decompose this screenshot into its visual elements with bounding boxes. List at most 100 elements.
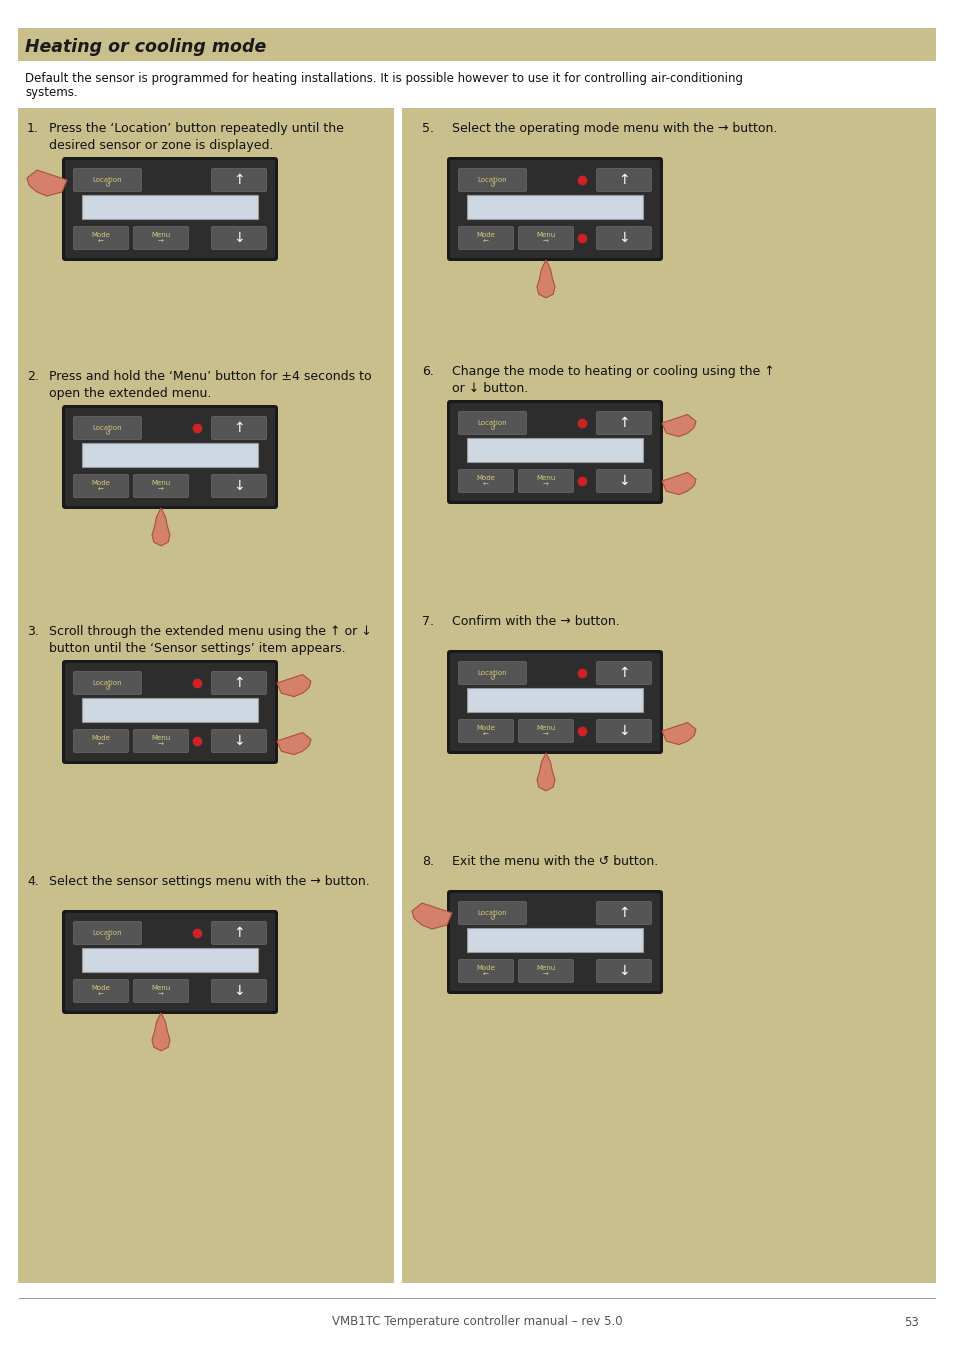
Text: 1.: 1. bbox=[27, 122, 39, 135]
Text: Mode: Mode bbox=[91, 480, 111, 486]
FancyBboxPatch shape bbox=[212, 671, 266, 694]
Text: Location: Location bbox=[477, 670, 507, 676]
Text: →: → bbox=[542, 732, 548, 738]
Text: Mode: Mode bbox=[91, 232, 111, 238]
FancyBboxPatch shape bbox=[212, 921, 266, 944]
Text: ↺: ↺ bbox=[489, 915, 495, 921]
Bar bbox=[401, 108, 935, 1283]
FancyBboxPatch shape bbox=[450, 653, 659, 751]
FancyBboxPatch shape bbox=[467, 195, 642, 219]
Text: Confirm with the → button.: Confirm with the → button. bbox=[452, 615, 619, 628]
FancyBboxPatch shape bbox=[447, 650, 662, 754]
FancyBboxPatch shape bbox=[518, 720, 573, 743]
Text: 7.: 7. bbox=[421, 615, 434, 628]
Text: ↑: ↑ bbox=[233, 422, 245, 435]
FancyBboxPatch shape bbox=[65, 159, 274, 258]
FancyBboxPatch shape bbox=[450, 403, 659, 501]
Polygon shape bbox=[152, 508, 170, 546]
Text: ←: ← bbox=[482, 482, 489, 488]
FancyBboxPatch shape bbox=[62, 911, 277, 1015]
FancyBboxPatch shape bbox=[82, 195, 257, 219]
FancyBboxPatch shape bbox=[447, 890, 662, 994]
Text: Scroll through the extended menu using the ↑ or ↓
button until the ‘Sensor setti: Scroll through the extended menu using t… bbox=[49, 626, 372, 655]
FancyBboxPatch shape bbox=[458, 412, 526, 435]
Text: ↑: ↑ bbox=[233, 925, 245, 940]
FancyBboxPatch shape bbox=[596, 169, 651, 192]
Polygon shape bbox=[276, 732, 311, 755]
Text: ↺: ↺ bbox=[105, 685, 111, 690]
FancyBboxPatch shape bbox=[458, 662, 526, 685]
FancyBboxPatch shape bbox=[447, 157, 662, 261]
FancyBboxPatch shape bbox=[596, 720, 651, 743]
FancyBboxPatch shape bbox=[212, 227, 266, 250]
Text: Select the operating mode menu with the → button.: Select the operating mode menu with the … bbox=[452, 122, 777, 135]
FancyBboxPatch shape bbox=[73, 169, 141, 192]
Text: Location: Location bbox=[477, 420, 507, 426]
Text: ↑: ↑ bbox=[618, 907, 629, 920]
Text: ←: ← bbox=[98, 239, 104, 245]
Text: Mode: Mode bbox=[476, 725, 495, 731]
Text: ↓: ↓ bbox=[618, 724, 629, 738]
FancyBboxPatch shape bbox=[65, 663, 274, 761]
Text: 3.: 3. bbox=[27, 626, 39, 638]
Text: ↓: ↓ bbox=[618, 231, 629, 245]
FancyBboxPatch shape bbox=[596, 470, 651, 493]
Text: ↑: ↑ bbox=[233, 173, 245, 186]
Text: Location: Location bbox=[477, 177, 507, 182]
Polygon shape bbox=[152, 1013, 170, 1051]
Polygon shape bbox=[537, 753, 555, 790]
FancyBboxPatch shape bbox=[212, 416, 266, 439]
Text: Mode: Mode bbox=[476, 232, 495, 238]
FancyBboxPatch shape bbox=[133, 227, 189, 250]
FancyBboxPatch shape bbox=[212, 979, 266, 1002]
Text: Change the mode to heating or cooling using the ↑
or ↓ button.: Change the mode to heating or cooling us… bbox=[452, 365, 774, 394]
Text: 6.: 6. bbox=[421, 365, 434, 378]
Text: ←: ← bbox=[482, 239, 489, 245]
Text: Default the sensor is programmed for heating installations. It is possible howev: Default the sensor is programmed for hea… bbox=[25, 72, 742, 85]
Text: Heating or cooling mode: Heating or cooling mode bbox=[25, 38, 266, 55]
Text: ↓: ↓ bbox=[233, 231, 245, 245]
FancyBboxPatch shape bbox=[518, 470, 573, 493]
Polygon shape bbox=[537, 259, 555, 297]
FancyBboxPatch shape bbox=[73, 730, 129, 753]
FancyBboxPatch shape bbox=[133, 474, 189, 497]
Text: ←: ← bbox=[98, 742, 104, 748]
FancyBboxPatch shape bbox=[73, 416, 141, 439]
Text: ↑: ↑ bbox=[618, 416, 629, 430]
Text: 8.: 8. bbox=[421, 855, 434, 867]
Text: ↺: ↺ bbox=[489, 676, 495, 681]
Text: 5.: 5. bbox=[421, 122, 434, 135]
Text: →: → bbox=[158, 742, 164, 748]
Text: Mode: Mode bbox=[91, 985, 111, 992]
Text: 4.: 4. bbox=[27, 875, 39, 888]
FancyBboxPatch shape bbox=[447, 400, 662, 504]
Text: ↺: ↺ bbox=[105, 182, 111, 188]
FancyBboxPatch shape bbox=[458, 470, 513, 493]
FancyBboxPatch shape bbox=[73, 921, 141, 944]
Polygon shape bbox=[412, 902, 452, 929]
Text: Menu: Menu bbox=[536, 476, 555, 481]
Text: ↑: ↑ bbox=[618, 173, 629, 186]
Text: Mode: Mode bbox=[476, 965, 495, 971]
FancyBboxPatch shape bbox=[212, 474, 266, 497]
Text: Location: Location bbox=[92, 680, 122, 686]
Text: Menu: Menu bbox=[152, 735, 171, 740]
Text: →: → bbox=[542, 971, 548, 978]
Text: Menu: Menu bbox=[152, 232, 171, 238]
FancyBboxPatch shape bbox=[458, 227, 513, 250]
FancyBboxPatch shape bbox=[518, 227, 573, 250]
Text: Select the sensor settings menu with the → button.: Select the sensor settings menu with the… bbox=[49, 875, 370, 888]
Text: Menu: Menu bbox=[536, 965, 555, 971]
Text: Location: Location bbox=[92, 426, 122, 431]
FancyBboxPatch shape bbox=[62, 405, 277, 509]
FancyBboxPatch shape bbox=[467, 438, 642, 462]
Text: ←: ← bbox=[98, 486, 104, 493]
Text: →: → bbox=[158, 486, 164, 493]
FancyBboxPatch shape bbox=[73, 474, 129, 497]
Text: ↑: ↑ bbox=[233, 676, 245, 690]
Text: systems.: systems. bbox=[25, 86, 77, 99]
Bar bbox=[18, 28, 935, 61]
Text: Location: Location bbox=[477, 911, 507, 916]
FancyBboxPatch shape bbox=[133, 730, 189, 753]
Text: Mode: Mode bbox=[476, 476, 495, 481]
